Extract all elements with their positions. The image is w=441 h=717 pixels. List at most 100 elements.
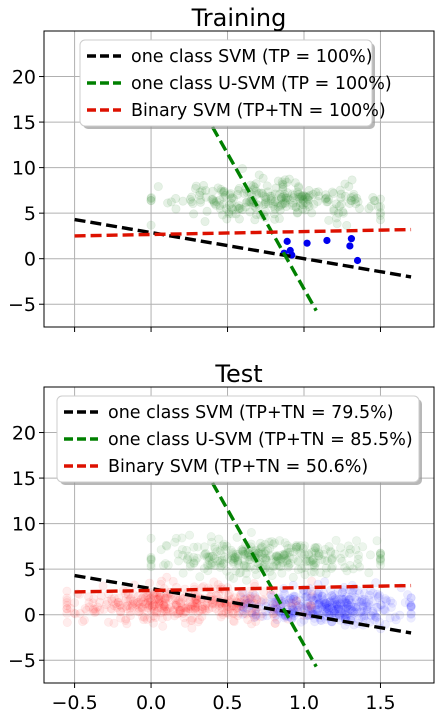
scatter-point-unlabeled bbox=[283, 188, 293, 198]
scatter-point-class-blue bbox=[360, 588, 370, 598]
scatter-point-class-blue bbox=[339, 594, 349, 604]
scatter-point-unlabeled bbox=[270, 204, 280, 214]
scatter-point-class-green bbox=[161, 540, 171, 550]
scatter-point-class-green bbox=[238, 546, 248, 556]
scatter-point-class-blue bbox=[359, 607, 369, 617]
scatter-point-class-green bbox=[162, 541, 172, 551]
scatter-point-class-red bbox=[117, 603, 127, 613]
scatter-point-class-red bbox=[142, 614, 152, 624]
scatter-point-class-red bbox=[107, 604, 117, 614]
scatter-point-class-green bbox=[291, 544, 301, 554]
scatter-point-unlabeled bbox=[298, 200, 308, 210]
scatter-point-unlabeled bbox=[266, 196, 276, 206]
scatter-point-unlabeled bbox=[289, 190, 299, 200]
scatter-point-unlabeled bbox=[311, 187, 321, 197]
scatter-point-class-green bbox=[219, 542, 229, 552]
scatter-point-unlabeled bbox=[364, 204, 374, 214]
scatter-point-unlabeled bbox=[195, 195, 205, 205]
scatter-point-class-red bbox=[107, 596, 117, 606]
scatter-point-class-blue bbox=[302, 602, 312, 612]
scatter-point-class-red bbox=[222, 604, 232, 614]
scatter-point-class-blue bbox=[352, 596, 362, 606]
scatter-point-class-red bbox=[291, 596, 301, 606]
scatter-point-class-red bbox=[156, 592, 166, 602]
scatter-point-class-red bbox=[134, 603, 144, 613]
scatter-point-class-red bbox=[266, 590, 276, 600]
scatter-point-class-blue bbox=[305, 593, 315, 603]
scatter-point-class-red bbox=[129, 598, 139, 608]
scatter-point-unlabeled bbox=[259, 191, 269, 201]
scatter-point-class-green bbox=[324, 542, 334, 552]
scatter-point-unlabeled bbox=[227, 209, 237, 219]
scatter-point-class-green bbox=[311, 548, 321, 558]
scatter-point-unlabeled bbox=[308, 189, 318, 199]
scatter-point-unlabeled bbox=[340, 179, 350, 189]
scatter-point-unlabeled bbox=[291, 202, 301, 212]
scatter-point-class-red bbox=[245, 593, 255, 603]
scatter-point-unlabeled bbox=[209, 197, 219, 207]
scatter-point-class-green bbox=[265, 551, 275, 561]
scatter-point-unlabeled bbox=[298, 204, 308, 214]
scatter-point-class-blue bbox=[385, 613, 395, 623]
scatter-point-class-green bbox=[239, 561, 249, 571]
scatter-point-class-green bbox=[239, 555, 249, 565]
y-tick-label: 15 bbox=[12, 468, 36, 490]
scatter-point-unlabeled bbox=[351, 199, 361, 209]
scatter-point-class-red bbox=[78, 617, 88, 627]
scatter-point-class-red bbox=[185, 604, 195, 614]
scatter-point-class-green bbox=[267, 555, 277, 565]
scatter-point-class-blue bbox=[380, 594, 390, 604]
scatter-point-class-green bbox=[291, 540, 301, 550]
scatter-point-unlabeled bbox=[281, 195, 291, 205]
scatter-point-class-blue bbox=[350, 607, 360, 617]
scatter-point-class-red bbox=[307, 601, 317, 611]
scatter-point-class-green bbox=[220, 544, 230, 554]
scatter-point-class-green bbox=[257, 542, 267, 552]
scatter-point-class-blue bbox=[372, 589, 382, 599]
scatter-point-class-green bbox=[215, 562, 225, 572]
scatter-point-class-green bbox=[204, 552, 214, 562]
scatter-point-unlabeled bbox=[235, 204, 245, 214]
scatter-point-class-blue bbox=[272, 615, 282, 625]
scatter-point-class-red bbox=[112, 602, 122, 612]
scatter-point-class-blue bbox=[334, 595, 344, 605]
scatter-point-class-green bbox=[281, 550, 291, 560]
scatter-point-class-green bbox=[311, 558, 321, 568]
scatter-point-class-green bbox=[204, 552, 214, 562]
scatter-point-class-green bbox=[284, 560, 294, 570]
scatter-point-class-blue bbox=[332, 600, 342, 610]
scatter-point-unlabeled bbox=[254, 188, 264, 198]
scatter-point-unlabeled bbox=[153, 182, 163, 192]
scatter-point-class-blue bbox=[313, 588, 323, 598]
scatter-point-class-green bbox=[326, 555, 336, 565]
scatter-point-class-red bbox=[139, 612, 149, 622]
scatter-point-class-green bbox=[375, 548, 385, 558]
scatter-point-class-blue bbox=[284, 595, 294, 605]
scatter-point-class-blue bbox=[303, 605, 313, 615]
scatter-point-class-green bbox=[288, 554, 298, 564]
scatter-point-class-blue bbox=[337, 602, 347, 612]
scatter-point-class-green bbox=[204, 555, 214, 565]
scatter-point-class-green bbox=[292, 542, 302, 552]
scatter-point-class-blue bbox=[331, 594, 341, 604]
positive-point bbox=[353, 256, 362, 265]
scatter-point-class-red bbox=[69, 608, 79, 618]
scatter-point-class-green bbox=[275, 555, 285, 565]
scatter-point-class-blue bbox=[341, 607, 351, 617]
positive-point bbox=[283, 237, 291, 245]
scatter-point-class-blue bbox=[371, 578, 381, 588]
scatter-point-unlabeled bbox=[278, 185, 288, 195]
chart-title: Test bbox=[214, 360, 262, 388]
scatter-point-unlabeled bbox=[297, 191, 307, 201]
scatter-point-class-blue bbox=[290, 591, 300, 601]
scatter-point-class-red bbox=[229, 608, 239, 618]
scatter-point-class-blue bbox=[359, 612, 369, 622]
scatter-point-unlabeled bbox=[297, 191, 307, 201]
plot-frame bbox=[43, 30, 435, 328]
scatter-point-class-green bbox=[280, 550, 290, 560]
scatter-point-class-red bbox=[214, 607, 224, 617]
scatter-point-class-red bbox=[125, 611, 135, 621]
scatter-point-unlabeled bbox=[285, 195, 295, 205]
y-tick-label: 20 bbox=[12, 67, 36, 89]
scatter-point-unlabeled bbox=[281, 193, 291, 203]
